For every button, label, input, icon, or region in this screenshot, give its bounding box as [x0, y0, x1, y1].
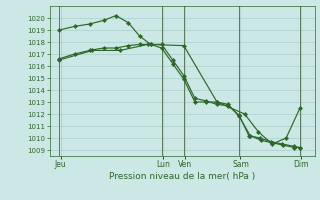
X-axis label: Pression niveau de la mer( hPa ): Pression niveau de la mer( hPa ) — [109, 172, 256, 181]
